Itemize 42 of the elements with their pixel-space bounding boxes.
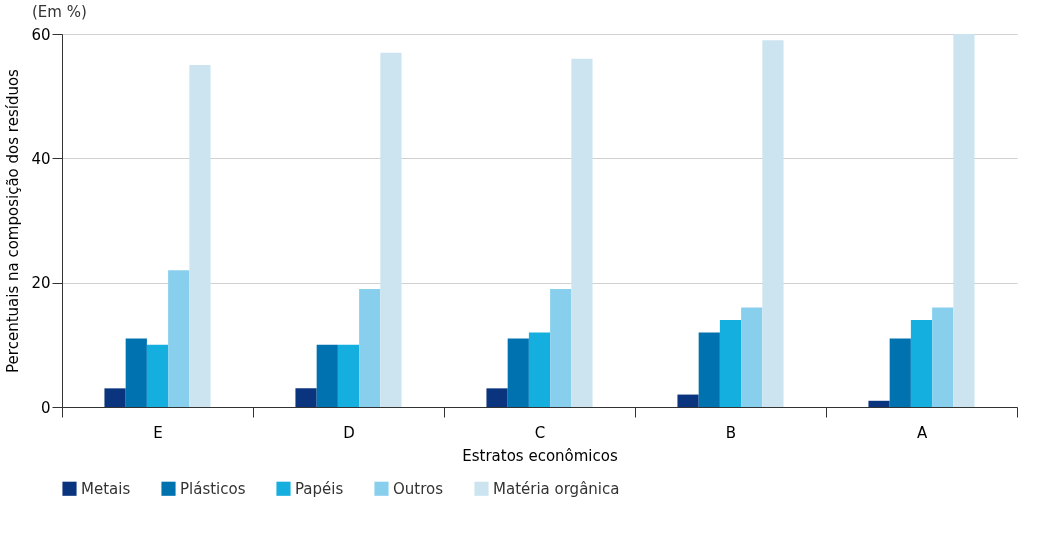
bar xyxy=(125,338,147,407)
bar xyxy=(189,65,211,407)
x-axis-title: Estratos econômicos xyxy=(462,446,618,465)
x-tick-label: C xyxy=(534,423,546,442)
y-tick-label: 60 xyxy=(31,25,51,44)
y-tick-label: 40 xyxy=(31,149,51,168)
bar xyxy=(486,388,508,407)
legend-label: Papéis xyxy=(295,479,344,498)
bar xyxy=(316,344,338,407)
bar xyxy=(677,394,699,407)
bar xyxy=(719,319,742,407)
y-axis-title: Percentuais na composição dos resíduos xyxy=(4,68,23,373)
bar xyxy=(741,307,763,407)
bar xyxy=(868,400,890,407)
legend-label: Metais xyxy=(81,479,131,498)
y-tick-label: 0 xyxy=(40,398,51,417)
bar xyxy=(507,338,529,407)
bar xyxy=(528,332,551,407)
y-tick-label: 20 xyxy=(31,274,51,293)
bar xyxy=(337,344,360,407)
x-tick-label: D xyxy=(343,423,355,442)
bar xyxy=(953,34,975,407)
bar xyxy=(295,388,317,407)
bar xyxy=(380,52,402,407)
bar xyxy=(571,58,593,407)
legend-label: Outros xyxy=(393,479,444,498)
x-tick-label: E xyxy=(153,423,163,442)
bar xyxy=(762,40,784,407)
x-tick-label: A xyxy=(916,423,928,442)
text: (Em %) xyxy=(32,3,87,21)
bar xyxy=(359,288,381,407)
bar xyxy=(932,307,954,407)
bar xyxy=(146,344,169,407)
bar xyxy=(698,332,720,407)
bar xyxy=(910,319,933,407)
bar xyxy=(889,338,911,407)
legend-label: Matéria orgânica xyxy=(493,479,620,498)
bar xyxy=(104,388,126,407)
bar xyxy=(550,288,572,407)
legend-label: Plásticos xyxy=(180,479,246,498)
x-tick-label: B xyxy=(725,423,737,442)
bar xyxy=(168,270,190,407)
